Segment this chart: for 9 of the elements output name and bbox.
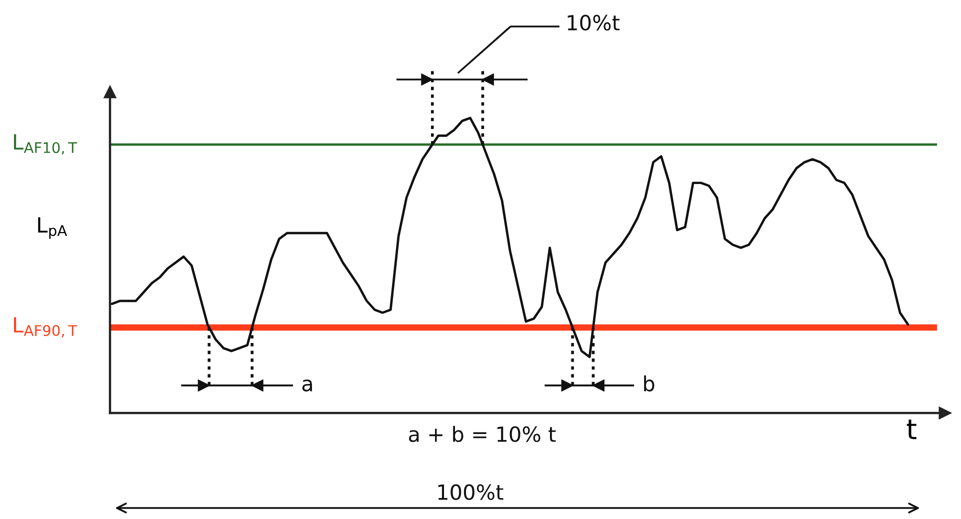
text: 100%t — [438, 484, 504, 500]
ref-line-label: L$_{AF90,T}$ — [14, 317, 78, 338]
annotation: a — [302, 380, 312, 392]
ref-line-label: L$_{AF10,T}$ — [14, 134, 78, 155]
text: 10%t — [568, 14, 620, 31]
x-axis-title: t — [906, 420, 916, 440]
annotation: b — [644, 375, 654, 392]
text: a + b = 10% t — [409, 426, 556, 442]
y-axis-title: L$_{pA}$ — [38, 217, 68, 239]
